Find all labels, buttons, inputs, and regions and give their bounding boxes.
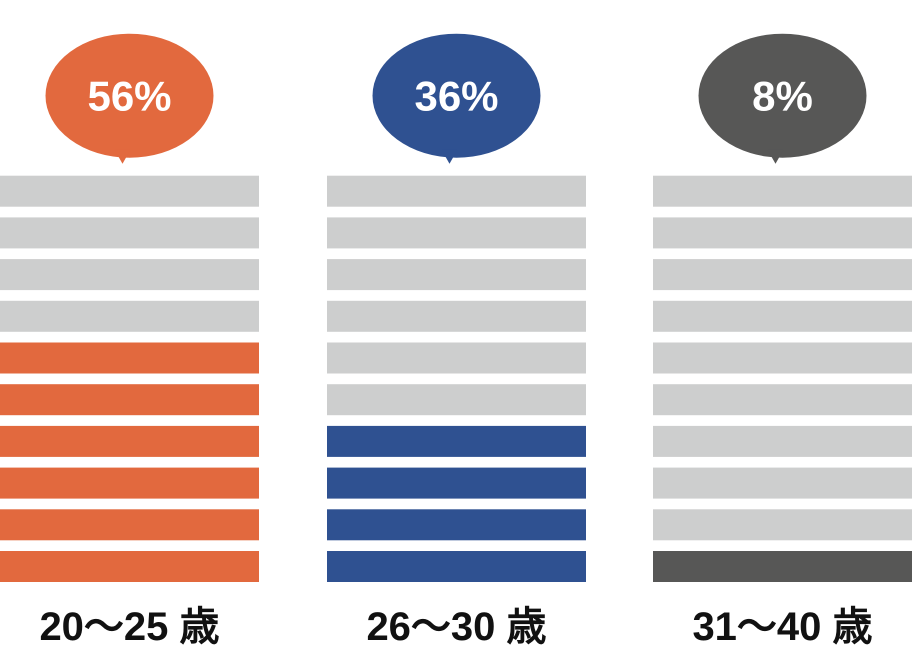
bar-segment-empty: [327, 300, 586, 332]
column-1: 56% 20〜25 歳: [0, 33, 259, 649]
bar-segment-empty: [327, 175, 586, 207]
bar-segment-empty: [653, 467, 912, 499]
bar-segment-filled: [653, 551, 912, 582]
bar-segment-filled: [0, 342, 259, 374]
bar-segment-empty: [327, 342, 586, 374]
bar-segment-empty: [653, 259, 912, 291]
bar-segment-empty: [653, 425, 912, 457]
bubble-tail: [114, 149, 131, 164]
category-label: 31〜40 歳: [692, 605, 872, 649]
bar-segment-empty: [0, 300, 259, 332]
bar-segment-filled: [327, 551, 586, 582]
column-2: 36% 26〜30 歳: [327, 33, 586, 649]
bar-segment-filled: [0, 509, 259, 541]
bar-segment-filled: [327, 467, 586, 499]
bubble-tail: [441, 149, 458, 164]
bubble-shape: [45, 33, 214, 158]
value-bubble-1: 56%: [45, 33, 214, 164]
category-label: 26〜30 歳: [366, 605, 546, 649]
bar-segment-filled: [0, 551, 259, 582]
bar-segment-empty: [0, 259, 259, 291]
value-label: 56%: [87, 73, 171, 120]
bar-segment-filled: [0, 467, 259, 499]
bar-segment-empty: [653, 342, 912, 374]
value-label: 36%: [414, 73, 498, 120]
bar-segment-filled: [0, 425, 259, 457]
bar-segment-empty: [653, 300, 912, 332]
bar-segment-empty: [653, 175, 912, 207]
bubble-shape: [698, 33, 867, 158]
bar-segment-empty: [0, 217, 259, 249]
bar-segment-empty: [653, 509, 912, 541]
bar-segment-empty: [0, 175, 259, 207]
bubble-shape: [372, 33, 541, 158]
column-3: 8% 31〜40 歳: [653, 33, 912, 649]
bar-segment-filled: [327, 509, 586, 541]
bubble-tail: [767, 149, 784, 164]
bar-segment-filled: [0, 384, 259, 416]
value-bubble-3: 8%: [698, 33, 867, 164]
bar-segment-empty: [327, 259, 586, 291]
bar-segment-empty: [327, 384, 586, 416]
bar-segment-empty: [653, 217, 912, 249]
value-label: 8%: [752, 73, 813, 120]
value-bubble-2: 36%: [372, 33, 541, 164]
category-label: 20〜25 歳: [39, 605, 219, 649]
bar-segment-empty: [653, 384, 912, 416]
bar-segment-filled: [327, 425, 586, 457]
bar-segment-empty: [327, 217, 586, 249]
